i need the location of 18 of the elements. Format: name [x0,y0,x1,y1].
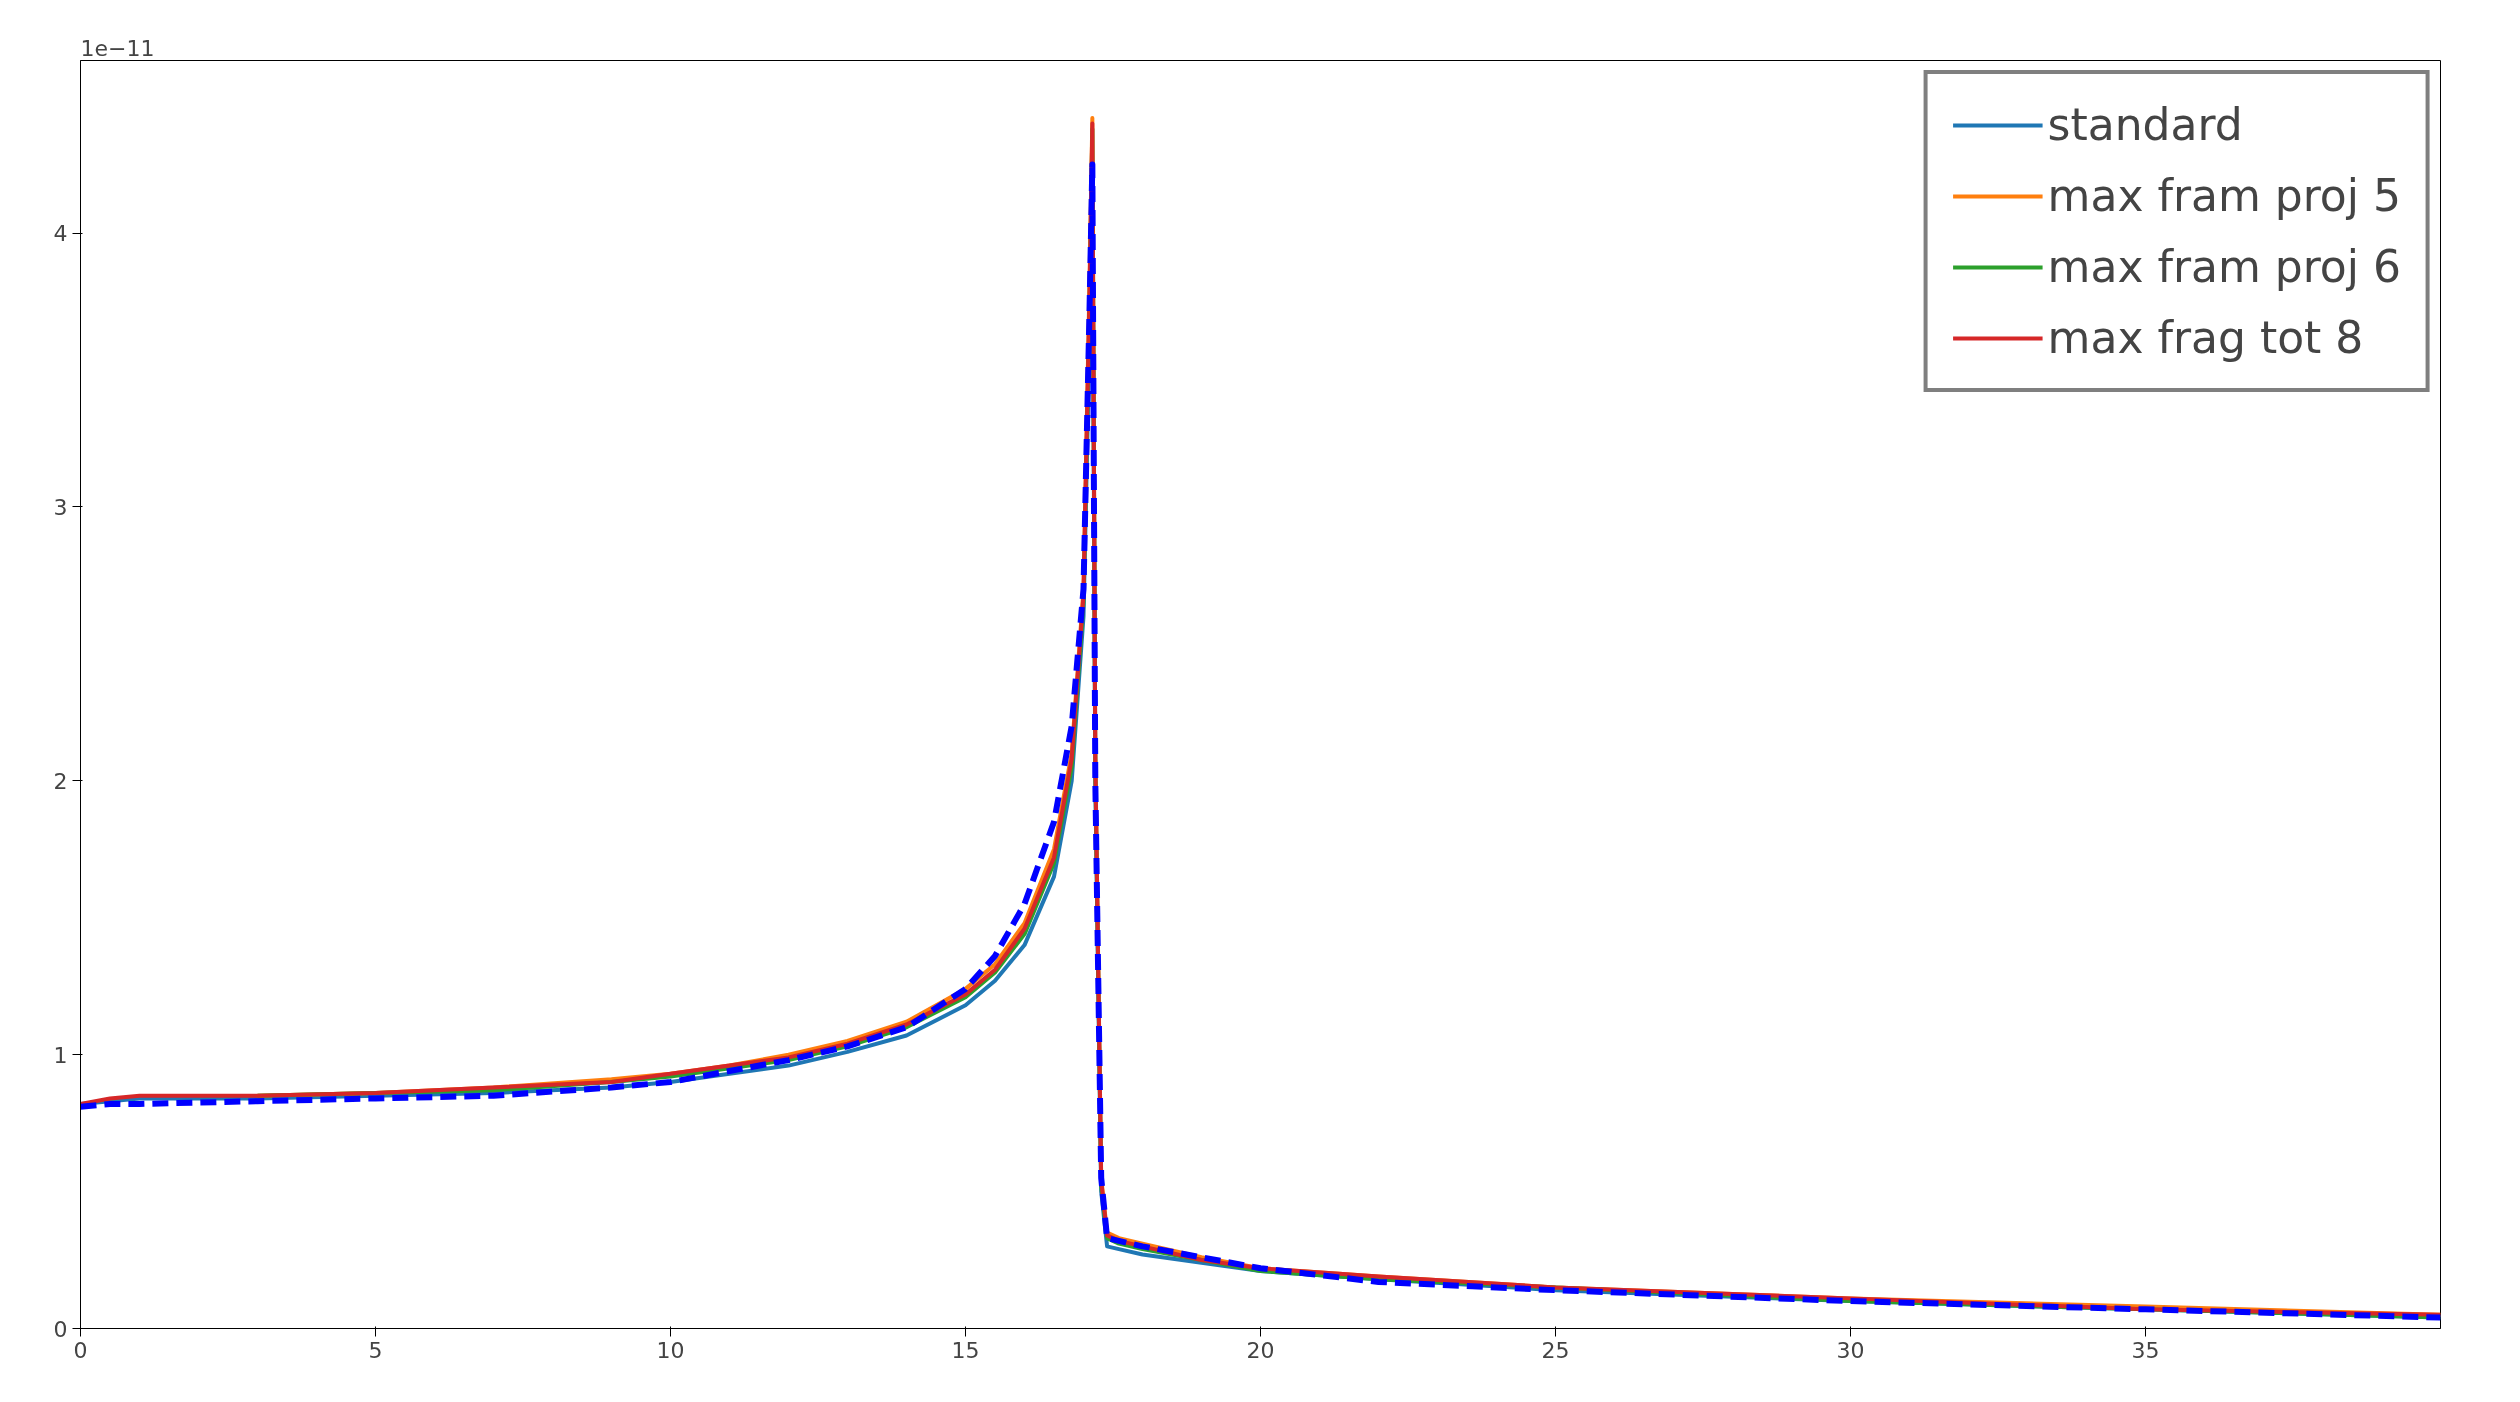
legend-label: standard [2047,99,2243,150]
x-tick-label: 0 [73,1337,88,1363]
y-tick-label: 0 [53,1316,68,1342]
text: 1e−11 [80,35,155,61]
x-tick-label: 5 [368,1337,383,1363]
y-tick-label: 1 [53,1042,68,1068]
x-tick-label: 20 [1246,1337,1275,1363]
y-tick-label: 4 [53,221,68,247]
x-tick-label: 10 [656,1337,685,1363]
x-tick-label: 30 [1836,1337,1865,1363]
legend-label: max frag tot 8 [2047,312,2364,363]
legend-label: max fram proj 5 [2047,170,2401,221]
legend-label: max fram proj 6 [2047,241,2401,292]
y-tick-label: 2 [53,768,68,794]
x-tick-label: 15 [951,1337,980,1363]
y-tick-label: 3 [53,494,68,520]
x-tick-label: 25 [1541,1337,1570,1363]
x-tick-label: 35 [2131,1337,2160,1363]
